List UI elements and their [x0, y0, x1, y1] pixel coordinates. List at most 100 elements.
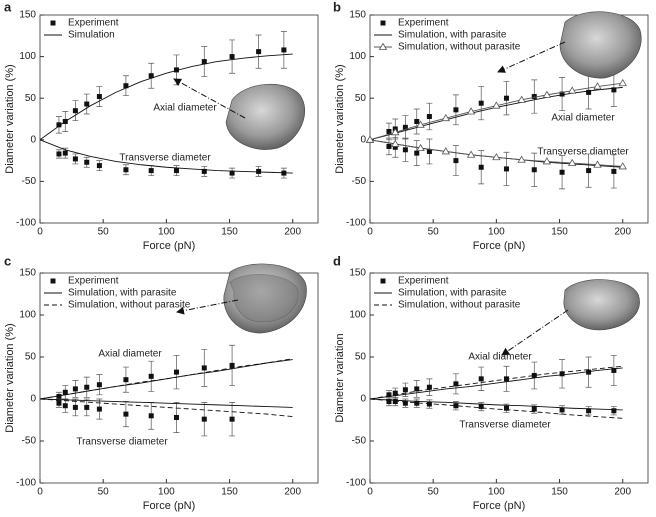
y-tick-label: 50 — [355, 352, 367, 363]
square-marker — [586, 168, 592, 174]
y-tick-label: 50 — [355, 93, 367, 104]
annotation: Axial diameter — [551, 113, 615, 124]
square-marker — [559, 371, 565, 377]
square-marker — [84, 101, 90, 107]
square-marker — [503, 166, 509, 172]
square-marker — [96, 382, 102, 388]
plot-frame — [39, 272, 319, 484]
x-tick-label: 150 — [551, 227, 568, 238]
square-marker — [611, 168, 617, 174]
annotation: Transverse diameter — [76, 437, 168, 448]
y-tick-label: 0 — [360, 394, 366, 405]
legend-label: Experiment — [68, 18, 119, 29]
panel-letter: b — [333, 0, 341, 14]
square-marker — [531, 406, 537, 412]
square-marker — [72, 108, 78, 114]
legend-label: Simulation — [68, 30, 115, 41]
triangle-marker — [517, 155, 526, 163]
x-tick-label: 200 — [284, 487, 301, 498]
square-marker — [478, 376, 484, 382]
triangle-marker — [416, 143, 425, 152]
square-marker — [56, 400, 62, 406]
triangle-marker — [618, 78, 627, 87]
square-marker — [84, 159, 90, 165]
annotation: Axial diameter — [153, 103, 217, 114]
triangle-marker — [378, 42, 388, 50]
y-axis-label: Diameter variation (%) — [4, 64, 16, 173]
square-marker — [386, 392, 392, 398]
y-tick-label: 150 — [19, 10, 36, 21]
square-marker — [386, 143, 392, 149]
y-tick-label: 100 — [349, 310, 366, 321]
square-marker — [72, 156, 78, 162]
plot-frame — [369, 272, 649, 484]
square-marker — [586, 89, 592, 95]
annotation: Axial diameter — [98, 349, 162, 360]
x-tick-label: 100 — [158, 227, 175, 238]
x-tick-label: 100 — [488, 227, 505, 238]
triangle-marker — [391, 128, 400, 136]
x-tick-label: 200 — [614, 227, 631, 238]
plot-frame — [369, 14, 649, 224]
square-marker — [559, 407, 565, 413]
y-tick-label: -100 — [16, 478, 36, 489]
square-marker — [229, 362, 235, 368]
x-tick-label: 100 — [488, 487, 505, 498]
panel: 0 50 100 150 200 -100 -50 0 50 100 150 Force (pN) Di… — [4, 0, 319, 252]
y-tick-label: -100 — [346, 218, 366, 229]
annotation: Transverse diameter — [459, 420, 551, 431]
square-marker — [96, 94, 102, 100]
triangle-marker — [492, 101, 501, 109]
square-marker — [148, 73, 154, 79]
square-marker — [256, 168, 262, 174]
x-tick-label: 0 — [37, 487, 43, 498]
square-marker — [62, 403, 68, 409]
square-marker — [386, 128, 392, 134]
square-marker — [84, 384, 90, 390]
x-tick-label: 150 — [221, 227, 238, 238]
square-marker — [173, 414, 179, 420]
x-tick-label: 50 — [428, 487, 440, 498]
triangle-marker — [517, 95, 526, 103]
simulation-line — [39, 139, 293, 174]
panel-letter: d — [333, 253, 341, 268]
legend-label: Experiment — [398, 276, 449, 287]
triangle-marker — [542, 90, 552, 98]
simulation-line — [369, 365, 623, 400]
y-tick-label: -50 — [352, 176, 367, 187]
square-marker — [402, 387, 408, 393]
square-marker — [201, 416, 207, 422]
y-tick-label: 0 — [30, 134, 36, 145]
simulation-line — [369, 398, 623, 419]
triangle-marker — [593, 160, 602, 168]
square-marker — [380, 278, 386, 284]
square-marker — [96, 163, 102, 169]
insets — [223, 11, 642, 334]
x-tick-label: 200 — [614, 487, 631, 498]
triangle-marker — [618, 162, 627, 170]
square-marker — [531, 372, 537, 378]
square-marker — [453, 381, 459, 387]
square-marker — [503, 95, 509, 101]
legend-label: Simulation, with parasite — [68, 288, 177, 299]
panel: 0 50 100 150 200 -100 -50 0 50 100 150 Force (pN) Di… — [4, 253, 319, 512]
square-marker — [123, 167, 129, 173]
square-marker — [148, 413, 154, 419]
plot-frame — [39, 14, 319, 224]
square-marker — [386, 399, 392, 405]
panel-letter: a — [4, 0, 12, 14]
square-marker — [426, 114, 432, 120]
square-marker — [201, 365, 207, 371]
y-tick-label: 50 — [25, 93, 37, 104]
y-tick-label: 0 — [360, 134, 366, 145]
square-marker — [503, 405, 509, 411]
square-marker — [229, 170, 235, 176]
square-marker — [201, 168, 207, 174]
square-marker — [414, 400, 420, 406]
panel: 0 50 100 150 200 -100 -50 0 50 100 150 Force (pN) Di… — [333, 253, 649, 512]
square-marker — [531, 94, 537, 100]
x-axis-label: Force (pN) — [473, 240, 526, 252]
y-tick-label: -100 — [346, 478, 366, 489]
square-marker — [84, 404, 90, 410]
y-tick-label: 150 — [349, 268, 366, 279]
